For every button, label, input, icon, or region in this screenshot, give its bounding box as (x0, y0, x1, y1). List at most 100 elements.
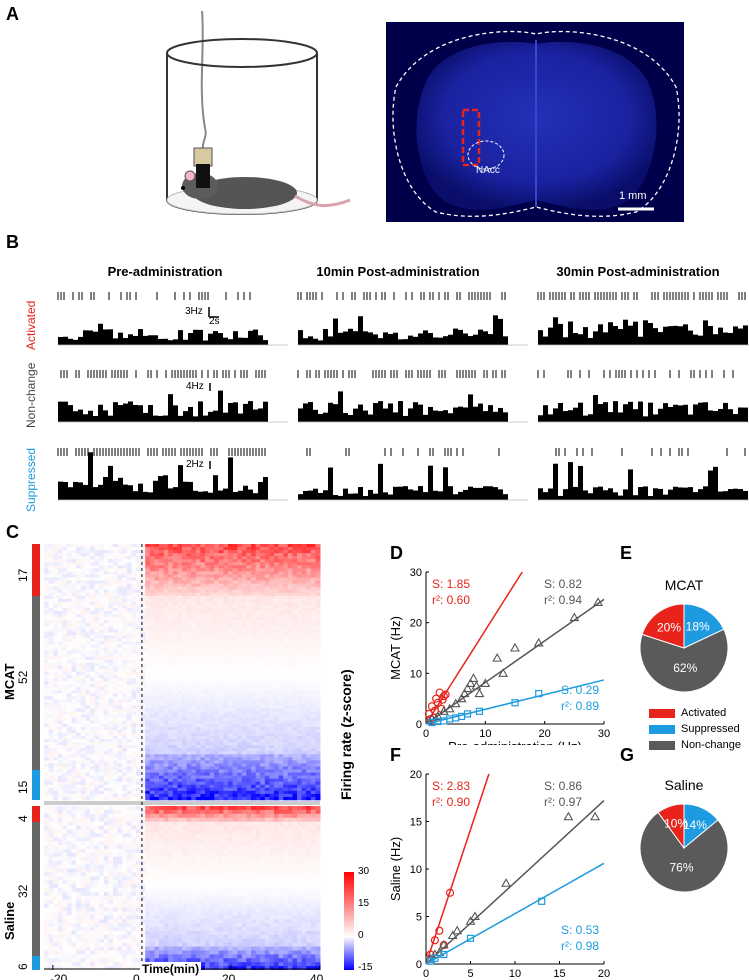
colorbar-tick-0: 0 (358, 930, 364, 941)
header-10min: 10min Post-administration (316, 264, 480, 279)
heatmap-row (44, 772, 321, 776)
heatmap-row (44, 946, 321, 951)
heatmap-row (44, 895, 321, 901)
raster-row-1-col-0 (60, 370, 266, 378)
group-label-mcat: MCAT (2, 663, 17, 700)
firing-rate-heatmap (44, 544, 321, 970)
heatmap-row (44, 751, 321, 755)
slope-label-suppressed: S: 0.53 (561, 923, 599, 937)
colorbar-tick-30: 30 (358, 866, 370, 877)
heatmap-row (44, 809, 321, 815)
heatmap-row (44, 629, 321, 633)
x-tick-label: 10 (479, 728, 491, 740)
heatmap-row (44, 757, 321, 761)
r2-label-suppressed: r²: 0.89 (561, 699, 599, 713)
heatmap-row (44, 841, 321, 846)
raster-row-2-col-2 (555, 448, 746, 456)
x-tick-label: 20 (598, 968, 610, 977)
heatmap-row (44, 720, 321, 725)
x-tick-label: 10 (509, 968, 521, 977)
heatmap-row (44, 620, 321, 624)
x-tick-label: 20 (539, 728, 551, 740)
heatmap-row (44, 583, 321, 587)
heatmap-row (44, 860, 321, 865)
heatmap-row (44, 705, 321, 709)
r2-label-activated: r²: 0.60 (432, 593, 470, 607)
colorbar-tick-neg15: -15 (358, 962, 373, 973)
y-tick-label: 20 (410, 769, 422, 781)
data-point-non-change (501, 878, 512, 887)
heatmap-row (44, 586, 321, 591)
heatmap-row (44, 934, 321, 940)
data-point-suppressed (466, 934, 475, 942)
legend-item-activated: Activated (649, 707, 741, 719)
data-point-non-change (498, 668, 509, 677)
heatmap-row (44, 760, 321, 764)
heatmap-row (44, 888, 321, 893)
heatmap-row (44, 817, 321, 822)
heatmap-row (44, 559, 321, 563)
legend-item-nonchange: Non-change (649, 739, 741, 751)
data-point-non-change (510, 642, 520, 652)
heatmap-row (44, 626, 321, 630)
heatmap-row (44, 763, 321, 767)
heatmap-row (44, 623, 321, 627)
mouse-tail (294, 194, 351, 207)
group-label-saline: Saline (2, 901, 17, 940)
brain-section-image: NAcc 1 mm (386, 22, 684, 222)
heatmap-row (44, 954, 321, 959)
scale-2hz: 2Hz (186, 459, 204, 470)
recording-cylinder-illustration (166, 10, 351, 215)
panel-label-c: C (6, 522, 19, 542)
heatmap-row (44, 739, 321, 743)
heatmap-row (44, 580, 321, 584)
heatmap-row (44, 729, 321, 734)
histogram-row-1-col-2 (538, 395, 749, 423)
data-point-non-change (474, 688, 485, 698)
heatmap-row (44, 550, 321, 554)
raster-row-0-col-2 (537, 292, 746, 300)
heatmap-row (44, 687, 321, 691)
data-point-non-change (447, 930, 458, 940)
y-tick-label: 0 (416, 719, 422, 731)
heatmap-row (44, 923, 321, 928)
panel-label-e: E (620, 543, 633, 563)
legend: Activated Suppressed Non-change (649, 707, 741, 751)
data-point-non-change (432, 711, 443, 720)
heatmap-row (44, 717, 321, 722)
x-tick-label: 30 (598, 728, 610, 740)
heatmap-row (44, 592, 321, 597)
heatmap-row (44, 574, 321, 578)
count-6: 6 (16, 963, 30, 970)
heatmap-row (44, 775, 321, 779)
pie-title: Saline (665, 777, 704, 793)
y-axis-label: MCAT (Hz) (388, 616, 403, 680)
data-point-non-change (456, 693, 467, 703)
data-point-activated (430, 706, 440, 715)
heatmap-row (44, 647, 321, 651)
heatmap-row (44, 708, 321, 712)
pie-slice-non-change (640, 811, 729, 893)
y-tick-label: 30 (410, 567, 422, 579)
data-point-non-change (533, 637, 544, 647)
data-point-suppressed (475, 707, 484, 715)
panel-label-f: F (390, 745, 401, 765)
data-point-non-change (593, 597, 604, 606)
heatmap-row (44, 632, 321, 636)
count-4: 4 (16, 815, 30, 822)
heatmap-row (44, 732, 321, 737)
heatmap-row (44, 601, 321, 606)
data-point-non-change (459, 688, 470, 698)
data-point-non-change (492, 653, 503, 662)
raster-row-0-col-1 (297, 292, 506, 300)
raster-row-1-col-2 (537, 370, 734, 378)
heatmap-row (44, 821, 321, 826)
slope-label-activated: S: 2.83 (432, 779, 470, 793)
heatmap-row (44, 723, 321, 728)
heatmap-row (44, 891, 321, 897)
heatmap-row (44, 665, 321, 670)
pie-chart-mcat: MCAT 18% 62% 20% (640, 577, 729, 693)
data-point-activated (438, 695, 447, 704)
x-tick-0: 0 (133, 972, 140, 980)
heatmap-row (44, 641, 321, 645)
